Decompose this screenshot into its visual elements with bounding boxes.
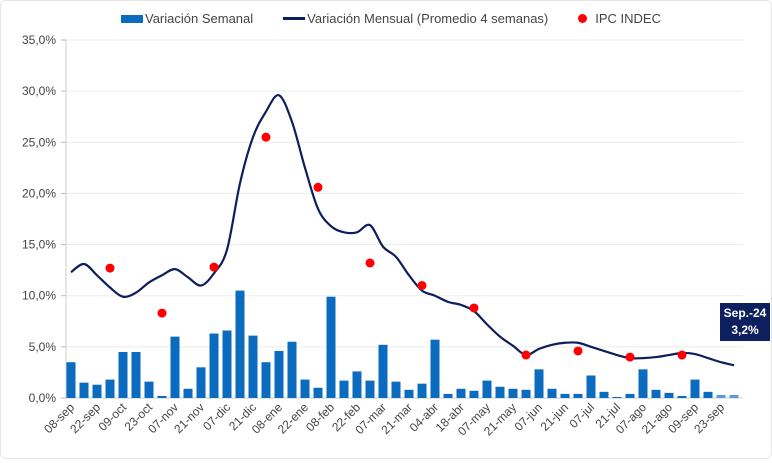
weekly-bar <box>456 388 466 398</box>
legend: Variación Semanal Variación Mensual (Pro… <box>121 11 661 26</box>
weekly-bar <box>443 393 453 398</box>
weekly-bar <box>339 380 349 398</box>
x-tick-label: 07-jun <box>512 400 545 433</box>
weekly-bar <box>482 380 492 398</box>
legend-swatch-bar <box>121 14 143 23</box>
ipc-dot <box>313 182 323 192</box>
weekly-bar <box>131 351 141 398</box>
weekly-bar <box>66 362 76 398</box>
weekly-bar <box>729 394 739 398</box>
annotation-line1: Sep.-24 <box>723 306 767 320</box>
legend-label: IPC INDEC <box>595 11 661 26</box>
weekly-bar <box>378 344 388 398</box>
ipc-dot <box>625 352 635 362</box>
legend-item-ipc: IPC INDEC <box>578 11 661 26</box>
annotation-callout: Sep.-24 3,2% <box>720 303 770 341</box>
weekly-bar <box>118 351 128 398</box>
annotation-line2: 3,2% <box>731 323 759 337</box>
weekly-bar <box>92 384 102 398</box>
y-tick-label: 30,0% <box>22 84 56 98</box>
weekly-bar <box>417 383 427 398</box>
ipc-dot <box>521 350 531 360</box>
ipc-dot <box>105 263 115 273</box>
weekly-bar <box>352 371 362 398</box>
x-tick-label: 23-sep <box>691 400 727 436</box>
weekly-bar <box>144 381 154 398</box>
x-tick-label: 08-feb <box>303 400 337 434</box>
y-tick-label: 35,0% <box>22 33 56 47</box>
weekly-bar <box>300 379 310 398</box>
weekly-bar <box>209 333 219 398</box>
ipc-dot <box>261 132 271 142</box>
weekly-bar <box>690 379 700 398</box>
weekly-bar <box>547 388 557 398</box>
weekly-bar <box>105 379 115 398</box>
y-tick-label: 20,0% <box>22 186 56 200</box>
weekly-bar <box>326 296 336 398</box>
weekly-bar <box>170 336 180 398</box>
legend-swatch-line <box>283 17 306 20</box>
weekly-bar <box>625 393 635 398</box>
ipc-dot <box>573 346 583 356</box>
ipc-dot <box>417 280 427 290</box>
weekly-bar <box>391 381 401 398</box>
weekly-bar <box>716 394 726 398</box>
weekly-bar <box>404 389 414 398</box>
ipc-dot <box>677 350 687 360</box>
legend-label: Variación Mensual (Promedio 4 semanas) <box>307 11 549 26</box>
ipc-dot <box>365 258 375 268</box>
weekly-bar <box>534 369 544 398</box>
weekly-bar <box>79 382 89 398</box>
weekly-bar <box>651 389 661 398</box>
weekly-bar <box>560 393 570 398</box>
legend-item-monthly: Variación Mensual (Promedio 4 semanas) <box>283 11 548 26</box>
x-tick-label: 09-oct <box>96 400 130 434</box>
ipc-dot <box>157 308 167 318</box>
weekly-bar <box>196 367 206 398</box>
legend-item-weekly: Variación Semanal <box>121 11 253 26</box>
weekly-bar <box>638 369 648 398</box>
ipc-dot <box>209 262 219 272</box>
x-tick-label: 21-nov <box>171 400 207 436</box>
weekly-bar <box>586 375 596 398</box>
y-tick-label: 25,0% <box>22 135 56 149</box>
y-tick-label: 5,0% <box>29 340 57 354</box>
weekly-bar <box>677 395 687 398</box>
weekly-bar <box>365 380 375 398</box>
weekly-bar <box>261 362 271 398</box>
weekly-bar <box>157 395 167 398</box>
weekly-bar <box>508 388 518 398</box>
x-tick-label: 07-jul <box>566 400 597 431</box>
weekly-bar <box>521 389 531 398</box>
weekly-bar <box>248 335 258 398</box>
weekly-bar <box>495 386 505 398</box>
y-tick-label: 10,0% <box>22 289 56 303</box>
x-tick-label: 07-dic <box>200 400 233 433</box>
x-tick-label: 21-jun <box>538 400 571 433</box>
weekly-bar <box>703 391 713 398</box>
monthly-line <box>70 94 735 367</box>
weekly-bar <box>183 388 193 398</box>
x-tick-label: 22-sep <box>67 400 103 436</box>
weekly-bar <box>235 290 245 398</box>
weekly-bar <box>222 330 232 398</box>
weekly-bar <box>599 391 609 398</box>
weekly-bar <box>573 393 583 398</box>
weekly-bar <box>274 350 284 398</box>
y-tick-label: 0,0% <box>29 391 57 405</box>
weekly-bar <box>430 339 440 398</box>
weekly-bar <box>469 390 479 398</box>
ipc-dot <box>469 303 479 313</box>
legend-swatch-dot <box>578 14 588 23</box>
x-tick-label: 04-abr <box>407 400 441 434</box>
weekly-bar <box>287 341 297 398</box>
legend-label: Variación Semanal <box>145 11 254 26</box>
weekly-bar <box>313 387 323 398</box>
weekly-bar <box>664 392 674 398</box>
y-tick-label: 15,0% <box>22 238 56 252</box>
weekly-bar <box>612 396 622 398</box>
